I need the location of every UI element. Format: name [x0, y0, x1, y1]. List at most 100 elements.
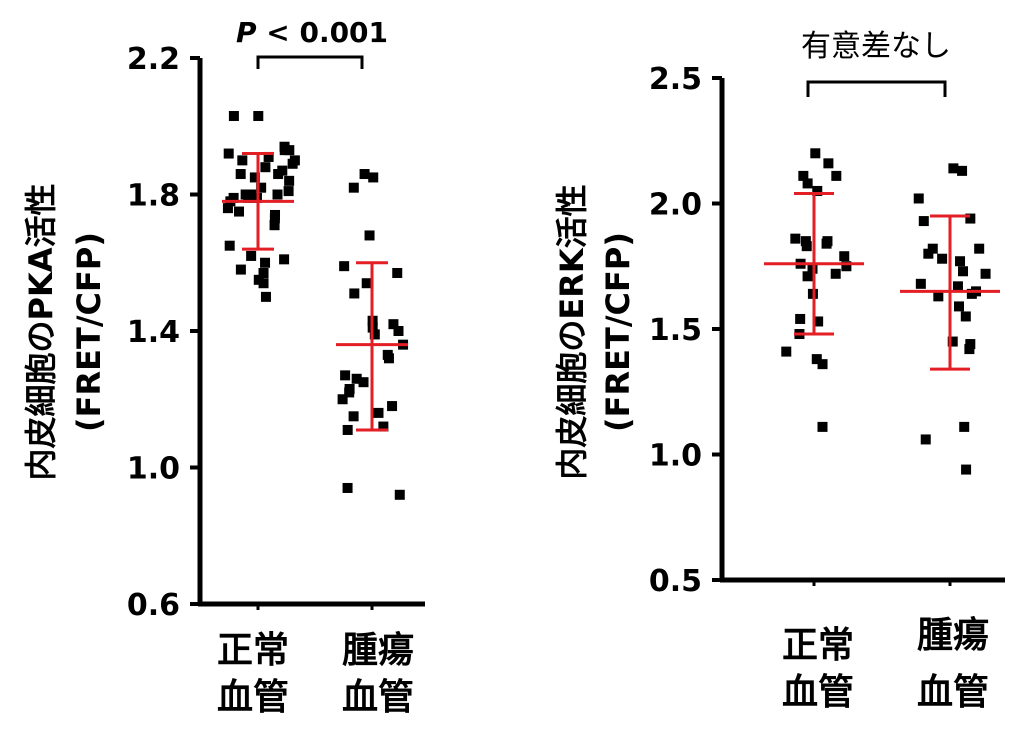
- pka-point: [388, 319, 399, 330]
- erk-point: [790, 233, 801, 244]
- erk-category-2-line2: 血管: [917, 672, 989, 713]
- erk-point: [798, 170, 809, 181]
- pka-point: [263, 151, 274, 162]
- erk-point: [974, 243, 985, 254]
- pka-point: [246, 250, 257, 261]
- pka-point: [361, 278, 372, 289]
- pka-point: [339, 261, 350, 272]
- pka-point: [358, 377, 369, 388]
- pka-point: [284, 145, 295, 156]
- pka-point: [260, 162, 271, 173]
- pka-point: [373, 407, 384, 418]
- erk-point: [795, 313, 806, 324]
- erk-significance-label: 有意差なし: [801, 29, 951, 64]
- erk-point: [947, 336, 958, 347]
- pka-point: [260, 291, 271, 302]
- pka-category-1-line2: 血管: [217, 677, 289, 718]
- pka-y-label-line2: (FRET/CFP): [70, 232, 108, 432]
- erk-point: [955, 256, 966, 267]
- pka-significance-bracket: [256, 55, 364, 69]
- erk-point: [957, 165, 968, 176]
- pka-point: [351, 373, 362, 384]
- erk-point: [918, 216, 929, 227]
- pka-point: [392, 267, 403, 278]
- erk-point: [831, 170, 842, 181]
- erk-point: [953, 301, 964, 312]
- pka-category-2-line2: 血管: [342, 677, 414, 718]
- erk-point: [948, 163, 959, 174]
- pka-point: [378, 421, 389, 432]
- pka-point: [243, 192, 254, 203]
- erk-point: [817, 359, 828, 370]
- erk-chart: 内皮細胞のERK活性 (FRET/CFP) 0.5 1.0 1.5 2.0 2.5 有意…: [553, 29, 1005, 713]
- pka-point: [394, 489, 405, 500]
- pka-points: [222, 111, 409, 500]
- erk-point: [821, 238, 832, 249]
- erk-point: [965, 213, 976, 224]
- erk-category-1-line1: 正常: [782, 625, 854, 666]
- erk-point: [937, 253, 948, 264]
- pka-p-value: < 0.001: [257, 16, 389, 49]
- erk-point: [813, 316, 824, 327]
- pka-error-bars: [222, 152, 408, 432]
- pka-point: [237, 155, 248, 166]
- pka-point: [235, 264, 246, 275]
- pka-point: [258, 278, 269, 289]
- pka-y-tick-label: 1.4: [127, 315, 180, 350]
- erk-significance-bracket: [806, 80, 947, 97]
- erk-point: [960, 311, 971, 322]
- pka-point: [273, 169, 284, 180]
- erk-point: [927, 243, 938, 254]
- erk-point: [841, 261, 852, 272]
- erk-point: [802, 271, 813, 282]
- pka-point: [349, 288, 360, 299]
- pka-point: [342, 482, 353, 493]
- erk-point: [958, 266, 969, 277]
- erk-category-2-line1: 腫瘍: [917, 615, 989, 656]
- pka-point: [348, 411, 359, 422]
- pka-point: [393, 326, 404, 336]
- pka-y-label-line1: 内皮細胞のPKA活性: [22, 183, 60, 480]
- pka-point: [342, 424, 353, 435]
- erk-point: [817, 421, 828, 432]
- pka-point: [383, 353, 394, 364]
- pka-point: [269, 213, 280, 224]
- erk-point: [933, 291, 944, 302]
- pka-point: [359, 169, 370, 180]
- erk-y-label-line1: 内皮細胞のERK活性: [553, 184, 591, 479]
- pka-point: [260, 257, 271, 268]
- pka-point: [344, 387, 355, 398]
- pka-y-tick-label: 2.2: [127, 42, 180, 77]
- pka-point: [253, 111, 264, 122]
- pka-point: [364, 230, 375, 241]
- erk-point: [810, 148, 821, 159]
- pka-category-2-line1: 腫瘍: [342, 630, 414, 671]
- erk-point: [965, 339, 976, 350]
- erk-error-bars: [764, 191, 1000, 371]
- pka-point: [249, 172, 260, 183]
- erk-point: [959, 421, 970, 432]
- pka-point: [369, 329, 380, 340]
- pka-point: [224, 240, 235, 251]
- erk-point: [915, 278, 926, 289]
- pka-point: [340, 370, 351, 381]
- erk-point: [781, 346, 792, 357]
- pka-y-tick-label: 0.6: [127, 588, 180, 623]
- erk-y-label-line2: (FRET/CFP): [599, 232, 637, 432]
- pka-point: [222, 203, 233, 214]
- pka-point: [228, 111, 239, 122]
- pka-significance-label: P < 0.001: [236, 16, 388, 49]
- pka-point: [235, 169, 246, 180]
- pka-point: [337, 394, 348, 405]
- erk-point: [952, 281, 963, 292]
- erk-point: [980, 268, 991, 279]
- erk-point: [839, 251, 850, 262]
- erk-y-ticks: 0.5 1.0 1.5 2.0 2.5: [649, 62, 722, 599]
- erk-point: [830, 268, 841, 279]
- pka-chart: 内皮細胞のPKA活性 (FRET/CFP) 0.6 1.0 1.4 1.8 2.2 P …: [22, 16, 425, 718]
- pka-point: [234, 206, 245, 217]
- pka-y-tick-label: 1.8: [127, 179, 180, 214]
- pka-y-ticks: 0.6 1.0 1.4 1.8 2.2: [127, 42, 200, 623]
- erk-category-1-line2: 血管: [782, 672, 854, 713]
